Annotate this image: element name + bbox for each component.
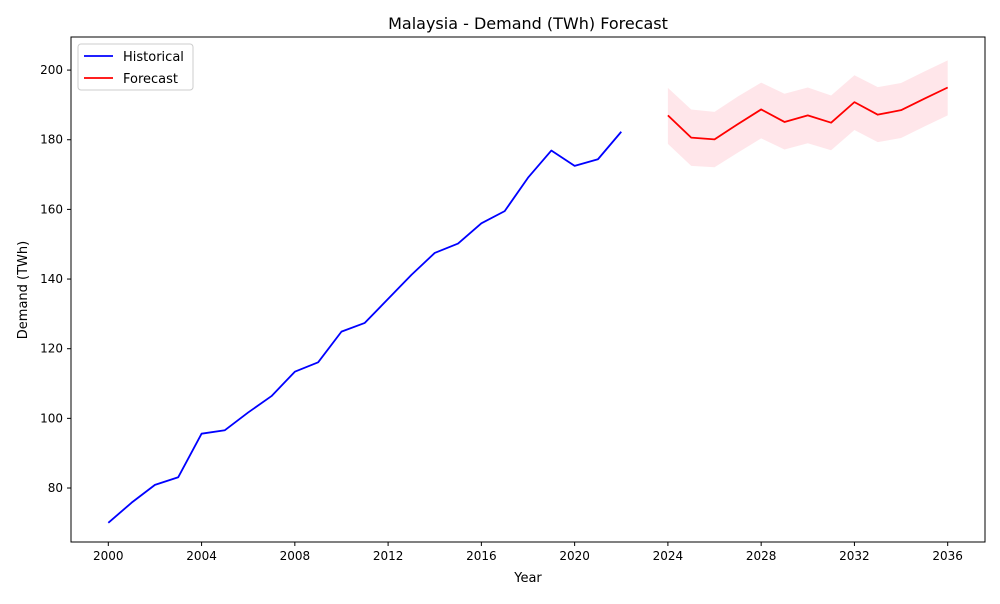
x-tick-label: 2036 (932, 549, 963, 563)
y-tick-label: 200 (40, 63, 63, 77)
x-tick-label: 2028 (746, 549, 777, 563)
y-tick-label: 80 (48, 481, 63, 495)
x-tick-label: 2016 (466, 549, 497, 563)
x-axis-label: Year (513, 571, 542, 586)
y-tick-label: 100 (40, 411, 63, 425)
series-line-historical (108, 132, 621, 523)
plot-area (108, 60, 947, 523)
x-tick-label: 2012 (373, 549, 404, 563)
legend-label-forecast: Forecast (123, 72, 178, 87)
x-tick-label: 2020 (559, 549, 590, 563)
y-tick-label: 140 (40, 272, 63, 286)
legend: Historical Forecast (78, 44, 193, 90)
x-tick-label: 2004 (186, 549, 217, 563)
x-tick-label: 2032 (839, 549, 870, 563)
x-tick-label: 2000 (93, 549, 124, 563)
y-axis-label: Demand (TWh) (16, 241, 31, 339)
y-tick-label: 160 (40, 202, 63, 216)
y-tick-label: 120 (40, 342, 63, 356)
forecast-confidence-band (668, 60, 948, 167)
legend-label-historical: Historical (123, 50, 184, 65)
x-tick-label: 2008 (280, 549, 311, 563)
chart-title: Malaysia - Demand (TWh) Forecast (388, 14, 668, 33)
y-tick-label: 180 (40, 133, 63, 147)
x-tick-label: 2024 (653, 549, 684, 563)
